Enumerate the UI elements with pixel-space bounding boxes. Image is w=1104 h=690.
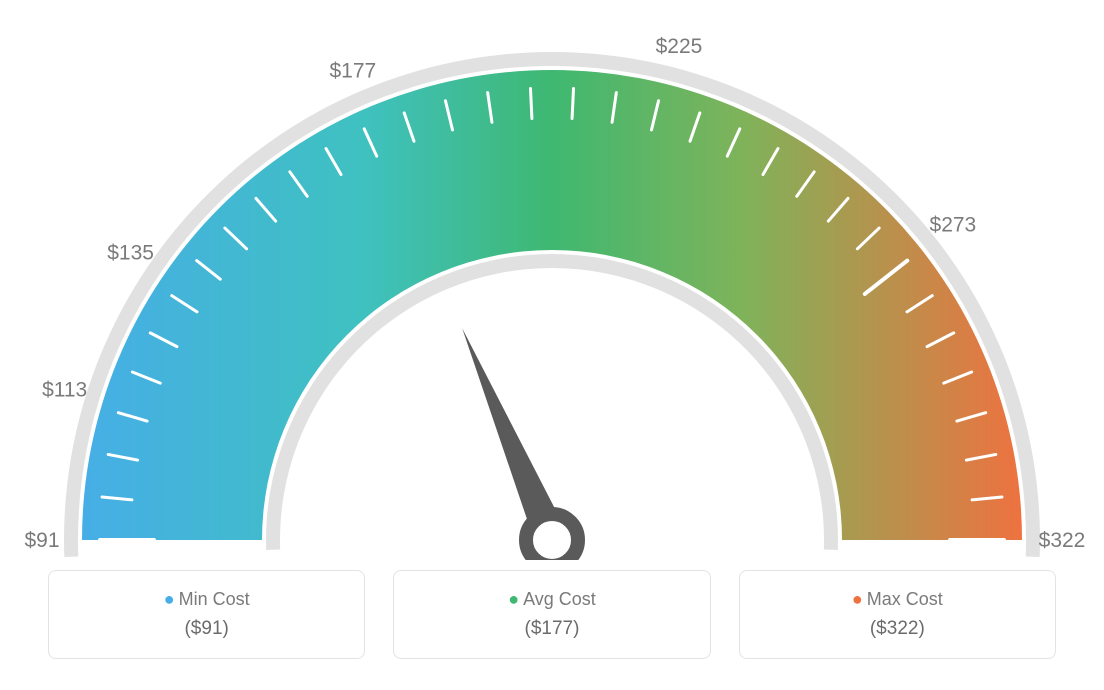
tick-label: $322 [1039,529,1086,552]
gauge-svg: $91 $113 $135 $177 $225 $273 $322 [0,0,1104,560]
legend-min-text: Min Cost [179,589,250,609]
legend-max-text: Max Cost [867,589,943,609]
legend-avg-label: ●Avg Cost [394,589,709,610]
legend-min-value: ($91) [49,618,364,640]
legend: ●Min Cost ($91) ●Avg Cost ($177) ●Max Co… [0,570,1104,659]
legend-max: ●Max Cost ($322) [739,570,1056,659]
dot-icon: ● [508,589,519,609]
tick-label: $135 [107,242,154,265]
gauge-chart: $91 $113 $135 $177 $225 $273 $322 [0,0,1104,560]
tick-label: $177 [329,59,376,82]
tick-label: $113 [42,379,87,402]
legend-min: ●Min Cost ($91) [48,570,365,659]
tick-label: $91 [24,529,59,552]
legend-max-value: ($322) [740,618,1055,640]
dot-icon: ● [164,589,175,609]
gauge-hub [526,514,578,560]
tick-label: $225 [656,35,703,58]
dot-icon: ● [852,589,863,609]
legend-avg-text: Avg Cost [523,589,596,609]
legend-avg-value: ($177) [394,618,709,640]
tick-label: $273 [930,214,977,237]
legend-max-label: ●Max Cost [740,589,1055,610]
legend-min-label: ●Min Cost [49,589,364,610]
legend-avg: ●Avg Cost ($177) [393,570,710,659]
